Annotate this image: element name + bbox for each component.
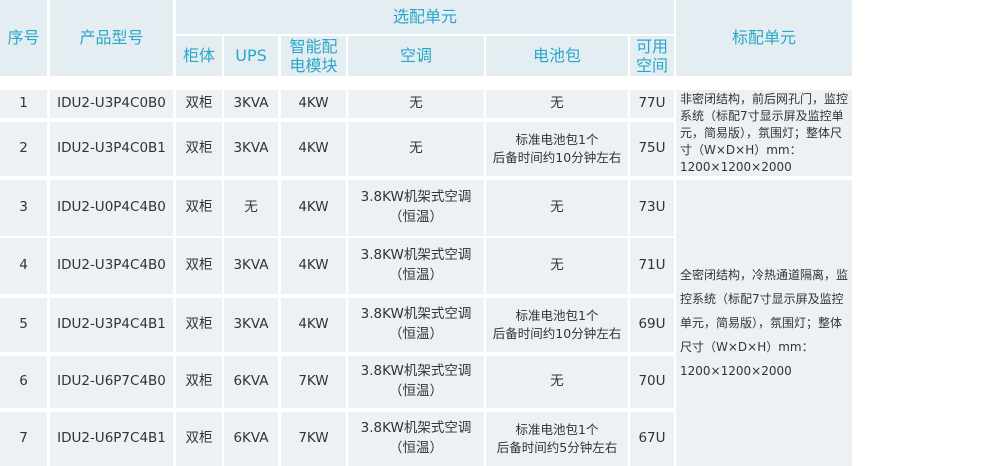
table-cell: 无 [486, 238, 628, 294]
table-cell: IDU2-U3P4C4B0 [50, 238, 173, 294]
table-cell: 69U [630, 298, 674, 352]
table-cell: 无 [348, 122, 484, 176]
table-cell: 双柜 [176, 298, 222, 352]
table-cell: 3KVA [224, 238, 278, 294]
header-cell: 智能配 电模块 [281, 36, 346, 76]
header-cell: 可用 空间 [630, 36, 674, 76]
table-cell: 75U [630, 122, 674, 176]
table-cell: 双柜 [176, 180, 222, 236]
table-cell: 3KVA [224, 298, 278, 352]
table-cell: 2 [0, 122, 47, 176]
header-cell: 标配单元 [676, 0, 852, 76]
table-cell: 7 [0, 412, 47, 466]
table-cell: 4KW [281, 180, 346, 236]
standard-cell: 非密闭结构，前后网孔门，监控系统（标配7寸显示屏及监控单元，简易版），氛围灯；整… [676, 90, 852, 176]
table-cell: 6KVA [224, 356, 278, 408]
table-cell: 无 [486, 180, 628, 236]
table-cell: 4KW [281, 238, 346, 294]
table-cell: 双柜 [176, 238, 222, 294]
table-cell: 无 [486, 356, 628, 408]
table-cell: 双柜 [176, 90, 222, 118]
table-cell: IDU2-U3P4C0B0 [50, 90, 173, 118]
standard-cell: 全密闭结构，冷热通道隔离，监控系统（标配7寸显示屏及监控单元，简易版），氛围灯；… [676, 180, 852, 466]
table-cell: 双柜 [176, 412, 222, 466]
table-cell: 标准电池包1个 后备时间约10分钟左右 [486, 122, 628, 176]
table-cell: 双柜 [176, 122, 222, 176]
table-cell: 73U [630, 180, 674, 236]
table-cell: 3.8KW机架式空调 （恒温） [348, 180, 484, 236]
table-cell: 4KW [281, 122, 346, 176]
table-cell: IDU2-U6P7C4B1 [50, 412, 173, 466]
table-cell: 67U [630, 412, 674, 466]
header-cell: 产品型号 [50, 0, 173, 76]
table-cell: 6KVA [224, 412, 278, 466]
table-cell: 标准电池包1个 后备时间约10分钟左右 [486, 298, 628, 352]
table-cell: 3.8KW机架式空调 （恒温） [348, 412, 484, 466]
table-cell: 3KVA [224, 122, 278, 176]
table-cell: 4 [0, 238, 47, 294]
table-cell: 无 [486, 90, 628, 118]
table-cell: 无 [224, 180, 278, 236]
header-cell: 序号 [0, 0, 47, 76]
table-cell: 77U [630, 90, 674, 118]
table-cell: 3 [0, 180, 47, 236]
table-cell: IDU2-U6P7C4B0 [50, 356, 173, 408]
header-cell: 选配单元 [176, 0, 674, 34]
table-cell: IDU2-U3P4C0B1 [50, 122, 173, 176]
table-cell: 7KW [281, 412, 346, 466]
table-cell: 71U [630, 238, 674, 294]
header-cell: UPS [224, 36, 278, 76]
table-cell: 5 [0, 298, 47, 352]
table-cell: IDU2-U0P4C4B0 [50, 180, 173, 236]
table-cell: 4KW [281, 298, 346, 352]
table-cell: 无 [348, 90, 484, 118]
table-cell: 4KW [281, 90, 346, 118]
table-cell: 7KW [281, 356, 346, 408]
table-cell: 70U [630, 356, 674, 408]
header-cell: 空调 [348, 36, 484, 76]
table-cell: 标准电池包1个 后备时间约5分钟左右 [486, 412, 628, 466]
header-cell: 电池包 [486, 36, 628, 76]
table-cell: 3.8KW机架式空调 （恒温） [348, 356, 484, 408]
table-cell: 3KVA [224, 90, 278, 118]
table-cell: IDU2-U3P4C4B1 [50, 298, 173, 352]
table-cell: 3.8KW机架式空调 （恒温） [348, 238, 484, 294]
table-cell: 3.8KW机架式空调 （恒温） [348, 298, 484, 352]
table-cell: 双柜 [176, 356, 222, 408]
header-cell: 柜体 [176, 36, 222, 76]
table-cell: 1 [0, 90, 47, 118]
table-cell: 6 [0, 356, 47, 408]
